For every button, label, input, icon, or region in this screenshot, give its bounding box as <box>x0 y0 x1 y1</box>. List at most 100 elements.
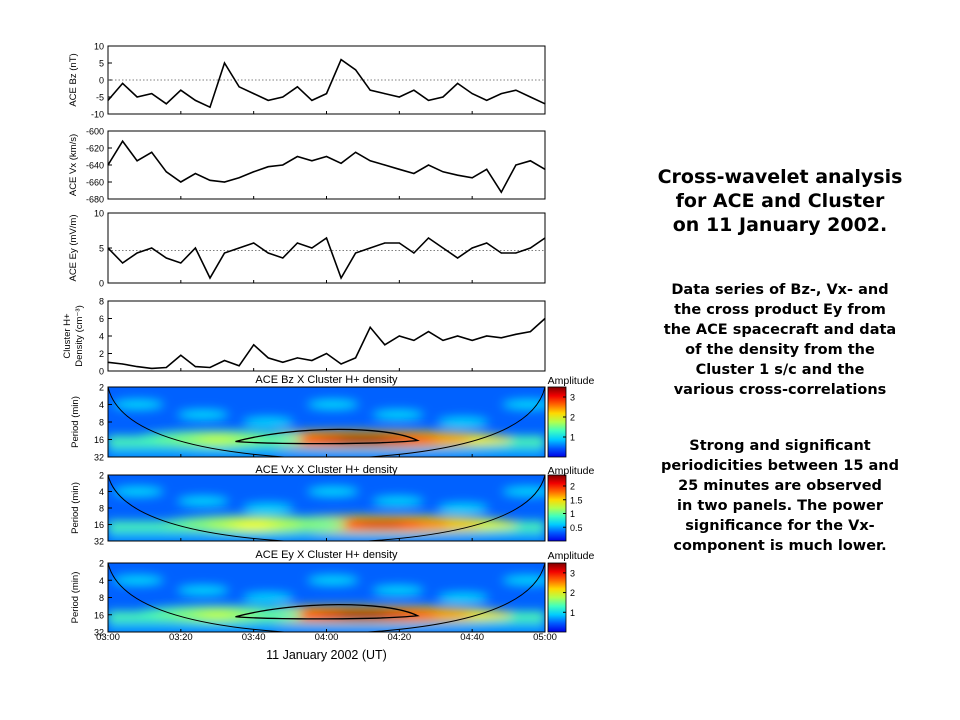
heatmap-cell <box>502 486 545 497</box>
colorbar-label: Amplitude <box>548 550 595 562</box>
data-point <box>515 89 517 91</box>
y-tick-label: 4 <box>99 332 104 342</box>
data-point <box>471 247 473 249</box>
y-axis-label: Period (min) <box>70 482 81 534</box>
caption-line: the ACE spacecraft and data <box>663 322 897 338</box>
data-point <box>223 252 226 254</box>
colorbar-tick-label: 2 <box>570 482 575 492</box>
data-point <box>442 339 444 341</box>
data-point <box>194 99 196 101</box>
y-tick-label: 5 <box>99 244 104 254</box>
data-point <box>457 335 459 337</box>
heatmap-cell <box>502 575 545 586</box>
caption-title-line: on 11 January 2002. <box>672 214 888 236</box>
data-point <box>107 164 109 166</box>
data-point <box>238 365 240 367</box>
caption-title: Cross-wavelet analysis for ACE and Clust… <box>630 165 930 237</box>
heatmap-band <box>108 534 545 541</box>
data-point <box>355 357 357 359</box>
data-point <box>223 62 226 64</box>
y-axis-label: Period (min) <box>70 396 81 448</box>
data-point <box>267 99 269 101</box>
y-tick-label: 8 <box>99 504 104 514</box>
data-point <box>151 93 153 95</box>
data-point <box>500 93 502 95</box>
heatmap-texture <box>108 486 545 541</box>
caption-title-line: Cross-wavelet analysis <box>657 166 903 188</box>
data-point <box>427 331 430 333</box>
data-point <box>427 164 430 166</box>
heatmap-cell <box>177 496 229 507</box>
data-point <box>500 337 502 339</box>
heatmap-hotspot <box>202 435 232 444</box>
data-point <box>296 155 298 158</box>
y-tick-label: 16 <box>94 610 104 620</box>
data-point <box>340 277 342 279</box>
data-point <box>457 174 459 176</box>
colorbar-tick-label: 1 <box>570 509 575 519</box>
data-point <box>384 242 386 244</box>
y-tick-label: 0 <box>99 76 104 86</box>
cone-of-influence <box>108 563 545 632</box>
data-point <box>398 335 400 337</box>
caption-line: Cluster 1 s/c and the <box>695 362 865 378</box>
colorbar-tick-label: 1 <box>570 608 575 618</box>
data-point <box>238 86 240 88</box>
colorbar-tick-label: 3 <box>570 393 575 403</box>
data-point <box>442 96 444 98</box>
data-point <box>267 357 269 359</box>
data-point <box>486 99 488 101</box>
x-axis-label: 11 January 2002 (UT) <box>266 648 387 662</box>
heatmap-cell <box>502 399 545 410</box>
y-tick-label: 2 <box>99 559 104 569</box>
data-point <box>340 363 342 365</box>
colorbar <box>547 386 567 458</box>
data-point <box>180 181 182 183</box>
data-point <box>209 179 211 181</box>
data-point <box>384 93 386 95</box>
data-point <box>457 82 459 84</box>
data-point <box>544 103 546 105</box>
data-point <box>165 366 167 369</box>
data-point <box>282 96 284 98</box>
cone-of-influence <box>108 387 545 457</box>
data-point <box>486 242 488 244</box>
panel-title: ACE Ey X Cluster H+ density <box>255 549 398 561</box>
y-tick-label: 2 <box>99 471 104 481</box>
y-tick-label: 4 <box>99 487 104 497</box>
data-point <box>471 177 473 179</box>
data-point <box>165 257 167 259</box>
data-point <box>151 151 153 153</box>
heatmap-cell <box>437 592 489 603</box>
data-point <box>238 247 240 249</box>
wavelet-heatmap <box>108 387 545 457</box>
y-tick-label: -640 <box>86 161 104 171</box>
heatmap-cell <box>242 503 294 513</box>
data-point <box>194 366 196 368</box>
y-tick-label: 2 <box>99 349 104 359</box>
caption-paragraph-data: Data series of Bz-, Vx- and the cross pr… <box>630 280 930 400</box>
colorbar-tick-label: 1 <box>570 433 575 443</box>
data-point <box>311 99 313 101</box>
data-point <box>180 89 182 91</box>
data-point <box>238 177 240 179</box>
data-point <box>500 191 502 193</box>
caption-line: Data series of Bz-, Vx- and <box>671 282 889 298</box>
y-tick-label: -10 <box>91 110 104 120</box>
caption-line: the cross product Ey from <box>674 302 886 318</box>
y-tick-label: -680 <box>86 195 104 205</box>
heatmap-cell <box>242 592 294 603</box>
line-panel-frame <box>107 212 546 284</box>
y-tick-label: -620 <box>86 144 104 154</box>
data-point <box>529 247 532 249</box>
y-axis-label: ACE Bz (nT) <box>68 53 79 106</box>
data-point <box>486 168 488 170</box>
data-point <box>369 160 371 162</box>
data-point <box>413 89 415 91</box>
heatmap-cell <box>372 409 424 420</box>
data-point <box>180 262 182 264</box>
data-point <box>486 335 488 337</box>
data-point <box>311 247 313 249</box>
data-point <box>121 262 124 264</box>
y-axis-label: Density (cm⁻³) <box>74 305 85 367</box>
